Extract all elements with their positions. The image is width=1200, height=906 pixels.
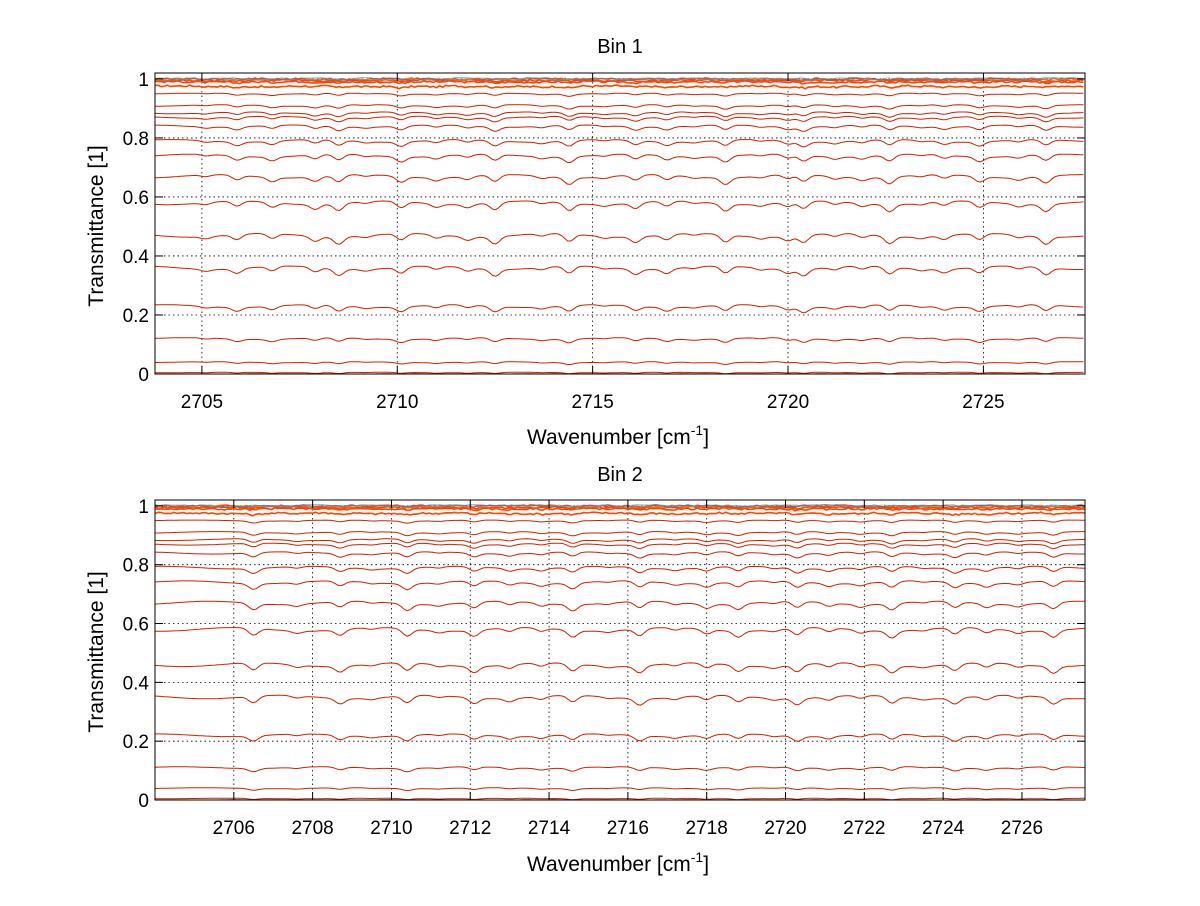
x-tick-label: 2710 (376, 392, 418, 413)
x-tick-label: 2710 (370, 818, 412, 839)
y-tick-label: 0.8 (123, 129, 149, 150)
y-tick-label: 0.6 (123, 615, 149, 636)
x-tick-label: 2722 (843, 818, 885, 839)
x-axis-label: Wavenumber [cm-1] (527, 422, 709, 449)
x-axis-label: Wavenumber [cm-1] (527, 849, 709, 876)
x-tick-label: 2716 (607, 818, 649, 839)
x-tick-label: 2712 (449, 818, 491, 839)
chart-title: Bin 2 (597, 464, 643, 486)
x-tick-label: 2724 (922, 818, 965, 839)
y-tick-label: 0.8 (123, 556, 149, 577)
y-tick-label: 0.2 (123, 732, 149, 753)
y-tick-label: 0.2 (123, 306, 149, 327)
y-tick-label: 0.6 (123, 188, 149, 209)
y-tick-label: 1 (138, 70, 149, 91)
x-tick-label: 2708 (291, 818, 333, 839)
x-tick-label: 2720 (767, 392, 809, 413)
x-tick-label: 2706 (213, 818, 255, 839)
x-tick-label: 2715 (572, 392, 614, 413)
x-tick-label: 2718 (686, 818, 728, 839)
chart-title: Bin 1 (597, 36, 643, 58)
y-tick-label: 1 (138, 497, 149, 518)
x-tick-label: 2726 (1001, 818, 1043, 839)
y-tick-label: 0 (138, 365, 149, 386)
x-tick-label: 2725 (962, 392, 1004, 413)
y-tick-label: 0.4 (123, 673, 150, 694)
y-axis-label: Transmittance [1] (85, 571, 108, 732)
y-axis-label: Transmittance [1] (85, 145, 108, 306)
x-tick-label: 2720 (764, 818, 806, 839)
chart-panel-bin-2: Bin 2 Wavenumber [cm-1] Transmittance [1… (85, 464, 1085, 876)
x-tick-label: 2714 (528, 818, 571, 839)
x-tick-label: 2705 (181, 392, 223, 413)
y-tick-label: 0 (138, 791, 149, 812)
y-tick-label: 0.4 (123, 247, 150, 268)
chart-panel-bin-1: Bin 1 Wavenumber [cm-1] Transmittance [1… (85, 36, 1085, 449)
